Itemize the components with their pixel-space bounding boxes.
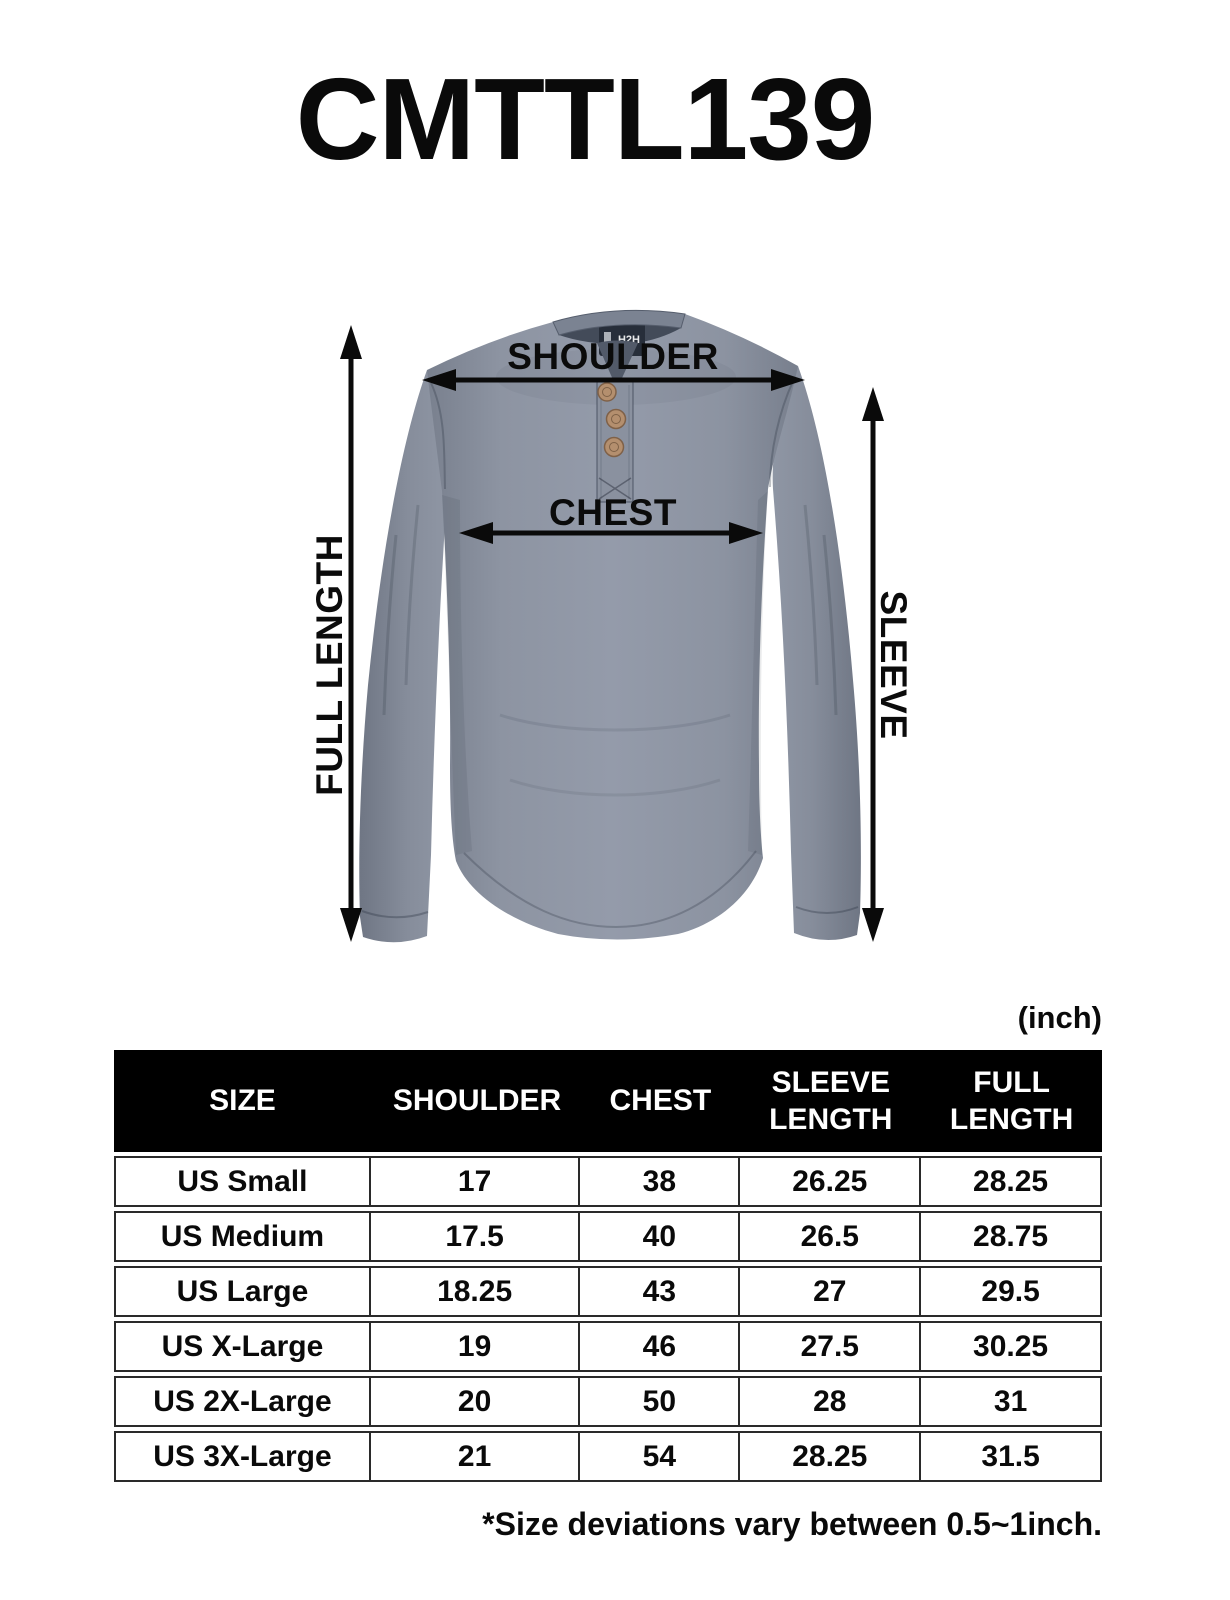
size-table-header: SIZE SHOULDER CHEST SLEEVE LENGTH FULL L…: [114, 1050, 1102, 1152]
cell-sleeve-length: 26.25: [740, 1156, 922, 1207]
cell-full-length: 31: [921, 1376, 1102, 1427]
cell-shoulder: 17: [370, 1156, 581, 1207]
cell-full-length: 29.5: [921, 1266, 1102, 1317]
table-row: US Medium 17.5 40 26.5 28.75: [114, 1211, 1102, 1262]
cell-size: US Medium: [114, 1211, 371, 1262]
cell-size: US Small: [114, 1156, 371, 1207]
cell-shoulder: 18.25: [370, 1266, 581, 1317]
right-sleeve: [772, 366, 861, 941]
cell-chest: 46: [580, 1321, 741, 1372]
full-length-arrow: [340, 325, 362, 942]
cell-size: US Large: [114, 1266, 371, 1317]
cell-shoulder: 20: [370, 1376, 581, 1427]
shoulder-measure-label: SHOULDER: [507, 336, 719, 377]
cell-full-length: 28.75: [921, 1211, 1102, 1262]
cell-chest: 50: [580, 1376, 741, 1427]
chest-measure-label: CHEST: [549, 492, 677, 533]
sleeve-arrow: [862, 387, 884, 942]
product-code-title: CMTTL139: [295, 54, 876, 184]
shoulder-arrow: [422, 369, 805, 391]
cell-chest: 38: [580, 1156, 741, 1207]
cell-full-length: 30.25: [921, 1321, 1102, 1372]
placket-x-stitch: [598, 477, 632, 500]
cell-shoulder: 19: [370, 1321, 581, 1372]
cell-full-length: 28.25: [921, 1156, 1102, 1207]
henley-notch: [597, 340, 638, 389]
table-row: US 3X-Large 21 54 28.25 31.5: [114, 1431, 1102, 1482]
full-length-measure-label: FULL LENGTH: [309, 534, 350, 796]
cell-sleeve-length: 27.5: [740, 1321, 922, 1372]
shirt-illustration: H2H: [340, 309, 884, 943]
cell-size: US X-Large: [114, 1321, 371, 1372]
cell-sleeve-length: 28.25: [740, 1431, 922, 1482]
header-cell-full-length: FULL LENGTH: [921, 1050, 1102, 1152]
left-sleeve: [359, 370, 448, 943]
table-row: US Small 17 38 26.25 28.25: [114, 1156, 1102, 1207]
sleeve-measure-label: SLEEVE: [873, 590, 914, 740]
cell-chest: 54: [580, 1431, 741, 1482]
table-row: US 2X-Large 20 50 28 31: [114, 1376, 1102, 1427]
shirt-body: [427, 311, 798, 940]
header-cell-size: SIZE: [114, 1050, 371, 1152]
buttons: [597, 382, 627, 458]
collar: H2H: [552, 309, 686, 389]
cell-size: US 3X-Large: [114, 1431, 371, 1482]
size-deviation-footnote: *Size deviations vary between 0.5~1inch.: [482, 1506, 1102, 1542]
cell-size: US 2X-Large: [114, 1376, 371, 1427]
cell-full-length: 31.5: [921, 1431, 1102, 1482]
cell-sleeve-length: 27: [740, 1266, 922, 1317]
header-cell-sleeve-length: SLEEVE LENGTH: [740, 1050, 922, 1152]
cell-chest: 40: [580, 1211, 741, 1262]
header-cell-chest: CHEST: [580, 1050, 741, 1152]
unit-label: (inch): [1017, 1000, 1102, 1035]
size-table: SIZE SHOULDER CHEST SLEEVE LENGTH FULL L…: [114, 1046, 1102, 1486]
header-cell-shoulder: SHOULDER: [370, 1050, 581, 1152]
cell-sleeve-length: 28: [740, 1376, 922, 1427]
table-row: US X-Large 19 46 27.5 30.25: [114, 1321, 1102, 1372]
cell-sleeve-length: 26.5: [740, 1211, 922, 1262]
chest-arrow: [459, 522, 763, 544]
cell-shoulder: 17.5: [370, 1211, 581, 1262]
cell-shoulder: 21: [370, 1431, 581, 1482]
cell-chest: 43: [580, 1266, 741, 1317]
table-row: US Large 18.25 43 27 29.5: [114, 1266, 1102, 1317]
